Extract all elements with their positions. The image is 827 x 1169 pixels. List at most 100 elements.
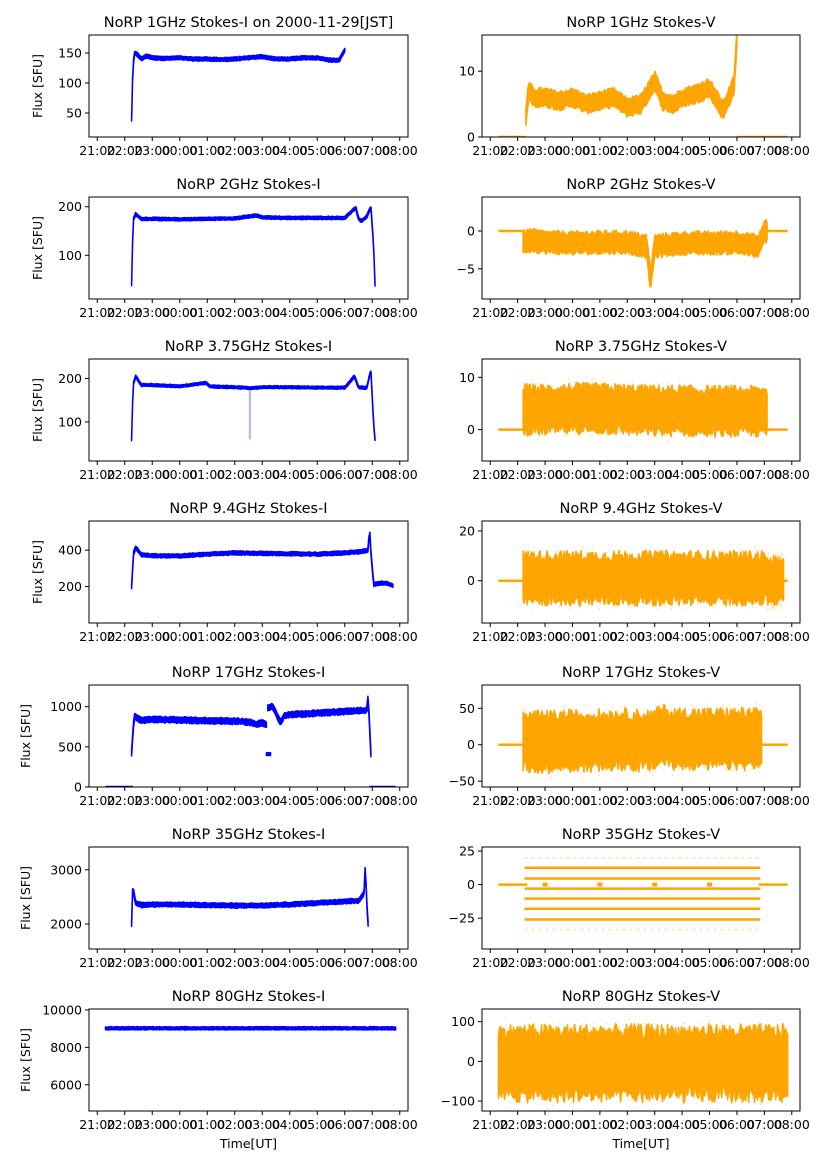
data-point [623, 775, 625, 777]
panel-35ghz-i: 2000 3000 21:0022:0023:0000:0001:0002:0003… [18, 827, 418, 970]
data-point [585, 703, 588, 706]
data-point [698, 553, 701, 556]
x-tick-label: 00:00 [162, 955, 198, 970]
axes-frame [88, 34, 409, 138]
x-tick-label: 02:00 [217, 1117, 253, 1132]
data-point [753, 598, 755, 600]
data-point [660, 1086, 663, 1088]
x-tick-label: 05:00 [299, 467, 335, 482]
data-point [560, 384, 563, 387]
data-point [778, 603, 780, 605]
data-point [771, 564, 773, 566]
data-point [608, 719, 610, 721]
data-point [528, 383, 531, 386]
x-tick-label: 04:00 [664, 305, 700, 320]
x-tick-label: 23:00 [527, 1117, 563, 1132]
data-point [675, 742, 678, 744]
x-tick-label: 05:00 [692, 467, 728, 482]
data-point [558, 605, 560, 608]
data-point [662, 768, 665, 771]
x-tick-label: 02:00 [217, 629, 253, 644]
data-point [710, 1101, 712, 1103]
data-point [585, 1037, 588, 1039]
data-point [742, 714, 744, 717]
data-point [640, 1071, 643, 1074]
y-tick-label: −50 [449, 774, 475, 789]
data-point [530, 571, 533, 573]
data-point [527, 413, 529, 416]
data-point [616, 1062, 619, 1065]
data-point [627, 718, 630, 721]
data-point [639, 387, 641, 389]
data-point [779, 570, 782, 572]
data-point [588, 588, 591, 590]
data-point [605, 405, 608, 408]
x-tick-label: 02:00 [217, 143, 253, 158]
y-tick-label: 3000 [50, 862, 82, 877]
x-tick-label: 21:00 [79, 955, 115, 970]
data-point [771, 575, 773, 578]
y-tick-label: 8000 [50, 1040, 82, 1055]
x-tick-label: 22:00 [107, 629, 143, 644]
data-point [778, 562, 781, 564]
data-point [650, 394, 652, 396]
chart-title: NoRP 35GHz Stokes-V [562, 827, 720, 843]
data-point [531, 388, 534, 391]
data-point [768, 567, 771, 569]
data-point [594, 382, 597, 385]
data-point [776, 556, 778, 558]
data-point [752, 713, 755, 716]
data-point [559, 563, 561, 566]
data-point [722, 704, 725, 706]
data-point [552, 576, 555, 578]
data-point [527, 755, 529, 758]
data-point [709, 759, 712, 762]
data-point [544, 398, 547, 400]
x-tick-label: 03:00 [637, 305, 673, 320]
data-point [720, 596, 723, 598]
data-point [603, 1093, 606, 1096]
data-point [634, 1069, 637, 1071]
data-series-flux [525, 35, 738, 127]
chart-title: NoRP 17GHz Stokes-V [562, 665, 720, 681]
data-point [577, 582, 580, 585]
data-point [636, 423, 639, 426]
data-point [589, 743, 591, 745]
data-point [662, 381, 665, 383]
data-point [769, 567, 772, 569]
x-tick-label: 08:00 [774, 793, 810, 808]
data-point [522, 1076, 525, 1079]
panel-9_4ghz-i: 200 400 21:0022:0023:0000:0001:0002:0003:0… [30, 501, 418, 644]
data-point [697, 755, 700, 758]
data-point [537, 736, 539, 738]
x-tick-label: 03:00 [244, 629, 280, 644]
data-point [773, 555, 776, 557]
data-point [776, 566, 779, 569]
data-point [603, 703, 605, 705]
data-point [550, 776, 552, 779]
data-point [577, 601, 579, 604]
data-point [633, 395, 636, 397]
data-point [686, 586, 688, 588]
data-point [626, 1032, 628, 1035]
data-point [777, 584, 779, 586]
data-point [516, 1031, 519, 1033]
x-tick-label: 07:00 [354, 143, 390, 158]
y-axis-label: Flux [SFU] [18, 704, 33, 768]
data-point [671, 774, 674, 777]
data-point [611, 580, 614, 582]
data-point [629, 424, 632, 426]
data-point [764, 1064, 767, 1066]
data-point [640, 605, 643, 608]
x-tick-label: 21:00 [472, 143, 508, 158]
data-point [528, 745, 530, 748]
x-tick-label: 00:00 [162, 143, 198, 158]
data-point [598, 608, 601, 610]
data-point [733, 572, 736, 574]
data-point [561, 1095, 563, 1097]
data-point [628, 1018, 631, 1020]
x-tick-label: 22:00 [107, 793, 143, 808]
data-point [722, 1076, 724, 1079]
data-point [529, 550, 532, 553]
data-point [597, 882, 603, 887]
